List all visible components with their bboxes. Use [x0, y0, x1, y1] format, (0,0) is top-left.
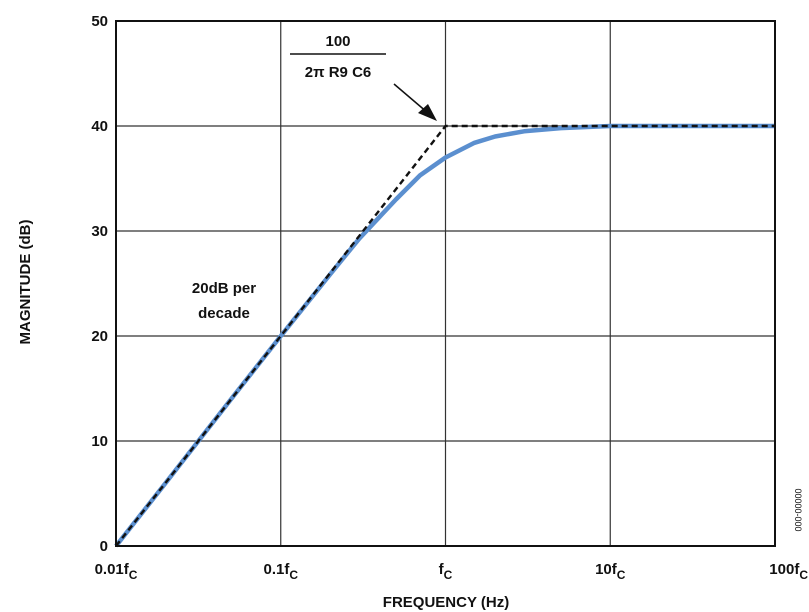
y-axis-title: MAGNITUDE (dB) [17, 220, 34, 345]
y-tick-label: 30 [91, 223, 108, 240]
figure-code: 00000-000 [793, 488, 803, 531]
y-tick-label: 40 [91, 118, 108, 135]
x-tick-main: 0.01f [95, 561, 130, 578]
arrowhead-icon [418, 104, 437, 121]
y-tick-labels: 0 10 20 30 40 50 [91, 13, 108, 555]
y-tick-label: 10 [91, 433, 108, 450]
x-tick-subscript: C [289, 568, 298, 582]
formula-numerator: 100 [325, 33, 350, 50]
x-tick-label: 100fC [769, 561, 808, 582]
x-tick-main: 100f [769, 561, 800, 578]
x-tick-label: fC [439, 561, 453, 582]
x-tick-subscript: C [799, 568, 808, 582]
x-tick-label: 0.1fC [263, 561, 298, 582]
x-tick-main: f [439, 561, 445, 578]
x-tick-main: 10f [595, 561, 618, 578]
slope-annotation-line1: 20dB per [192, 280, 256, 297]
formula-pointer-arrow [393, 83, 437, 121]
series-layer [114, 123, 775, 548]
slope-annotation-line2: decade [198, 305, 250, 322]
arrow-shaft [393, 83, 429, 114]
x-tick-subscript: C [129, 568, 138, 582]
y-tick-label: 50 [91, 13, 108, 30]
x-axis-title: FREQUENCY (Hz) [383, 594, 509, 611]
formula-denominator: 2π R9 C6 [305, 64, 372, 81]
corner-frequency-formula: 100 2π R9 C6 [290, 33, 386, 81]
y-tick-label: 20 [91, 328, 108, 345]
asymptote-dashed-line [115, 124, 775, 547]
x-tick-label: 10fC [595, 561, 626, 582]
x-tick-subscript: C [617, 568, 626, 582]
x-tick-main: 0.1f [263, 561, 290, 578]
x-tick-labels: 0.01fC 0.1fC fC 10fC 100fC [95, 561, 809, 582]
y-tick-label: 0 [100, 538, 108, 555]
x-tick-subscript: C [444, 568, 453, 582]
plot-frame [115, 20, 776, 547]
x-tick-label: 0.01fC [95, 561, 138, 582]
